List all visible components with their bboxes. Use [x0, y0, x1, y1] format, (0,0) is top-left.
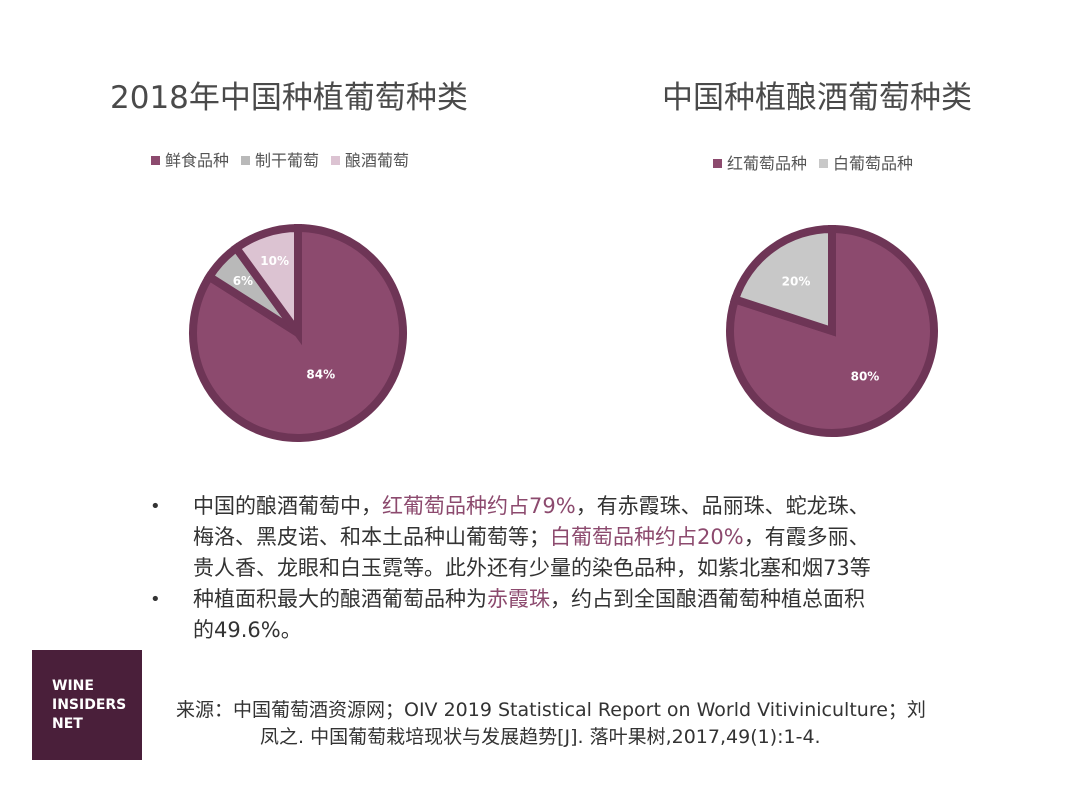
bullet-text: ，有霞多丽、: [743, 525, 870, 549]
bullet-text: 种植面积最大的酿酒葡萄品种为: [193, 587, 487, 611]
highlight-text: 红葡萄品种约占79%: [382, 494, 576, 518]
slice-label: 10%: [260, 254, 289, 268]
bullet-text: 的49.6%。: [193, 618, 302, 642]
bullet-dot: •: [150, 496, 161, 517]
legend-item: 鲜食品种: [151, 150, 229, 172]
bullet-list: • 中国的酿酒葡萄中，红葡萄品种约占79%，有赤霞珠、品丽珠、蛇龙珠、梅洛、黑皮诺…: [150, 491, 1050, 646]
legend-swatch: [331, 156, 341, 165]
slice-label: 84%: [306, 367, 335, 381]
bullet-text: 贵人香、龙眼和白玉霓等。此外还有少量的染色品种，如紫北塞和烟73等: [193, 556, 871, 580]
logo-line-net: NET: [52, 716, 83, 732]
slice-label: 20%: [782, 274, 811, 288]
legend-label: 鲜食品种: [165, 151, 230, 170]
bullet-line: 的49.6%。: [150, 615, 1050, 646]
source-citation: 来源：中国葡萄酒资源网；OIV 2019 Statistical Report …: [176, 697, 1006, 751]
legend-item: 酿酒葡萄: [331, 150, 409, 172]
bullet-item: • 中国的酿酒葡萄中，红葡萄品种约占79%，有赤霞珠、品丽珠、蛇龙珠、梅洛、黑皮诺…: [150, 491, 1050, 584]
legend-item: 制干葡萄: [241, 150, 319, 172]
legend-wine-grape-types: 红葡萄品种 白葡萄品种: [713, 153, 925, 175]
logo-line-wine: WINE: [52, 678, 94, 694]
bullet-line: • 中国的酿酒葡萄中，红葡萄品种约占79%，有赤霞珠、品丽珠、蛇龙珠、: [150, 491, 1050, 522]
legend-label: 制干葡萄: [255, 151, 320, 170]
slice-label: 6%: [233, 274, 253, 288]
bullet-text: 梅洛、黑皮诺、和本土品种山葡萄等；: [193, 525, 550, 549]
bullet-line: 贵人香、龙眼和白玉霓等。此外还有少量的染色品种，如紫北塞和烟73等: [150, 553, 1050, 584]
bullet-line: 梅洛、黑皮诺、和本土品种山葡萄等；白葡萄品种约占20%，有霞多丽、: [150, 522, 1050, 553]
logo-line-insiders: INSIDERS: [52, 697, 127, 713]
pie-slice: [189, 223, 407, 442]
legend-label: 酿酒葡萄: [345, 151, 410, 170]
legend-swatch: [241, 156, 251, 165]
highlight-text: 赤霞珠: [487, 587, 550, 611]
legend-item: 红葡萄品种: [713, 153, 807, 175]
pie-slice: [230, 223, 302, 346]
chart-title-grape-types: 2018年中国种植葡萄种类: [110, 80, 468, 116]
bullet-dot: •: [150, 589, 161, 610]
highlight-text: 白葡萄品种约占20%: [550, 525, 744, 549]
legend-swatch: [713, 159, 722, 168]
legend-swatch: [819, 159, 829, 168]
bullet-text: 中国的酿酒葡萄中，: [193, 494, 382, 518]
slice-label: 80%: [851, 369, 880, 383]
legend-grape-types: 鲜食品种 制干葡萄 酿酒葡萄: [151, 150, 421, 172]
legend-swatch: [151, 156, 160, 165]
chart-title-wine-grape-types: 中国种植酿酒葡萄种类: [662, 80, 972, 116]
pie-chart-wine-grape-types: 80% 20%: [726, 224, 938, 437]
bullet-item: • 种植面积最大的酿酒葡萄品种为赤霞珠，约占到全国酿酒葡萄种植总面积的49.6%。: [150, 584, 1050, 646]
legend-label: 红葡萄品种: [727, 154, 808, 173]
source-line-2: 凤之. 中国葡萄栽培现状与发展趋势[J]. 落叶果树,2017,49(1):1-…: [260, 726, 821, 748]
bullet-line: • 种植面积最大的酿酒葡萄品种为赤霞珠，约占到全国酿酒葡萄种植总面积: [150, 584, 1050, 615]
legend-label: 白葡萄品种: [833, 154, 914, 173]
pie-slice: [729, 224, 836, 337]
legend-item: 白葡萄品种: [819, 153, 913, 175]
bullet-text: ，有赤霞珠、品丽珠、蛇龙珠、: [575, 494, 870, 518]
wine-insiders-logo: WINE INSIDERS NET: [32, 650, 142, 760]
bullet-text: ，约占到全国酿酒葡萄种植总面积: [550, 587, 865, 611]
source-line-1: 来源：中国葡萄酒资源网；OIV 2019 Statistical Report …: [176, 699, 926, 721]
pie-chart-grape-types: 84% 6% 10%: [189, 223, 407, 442]
